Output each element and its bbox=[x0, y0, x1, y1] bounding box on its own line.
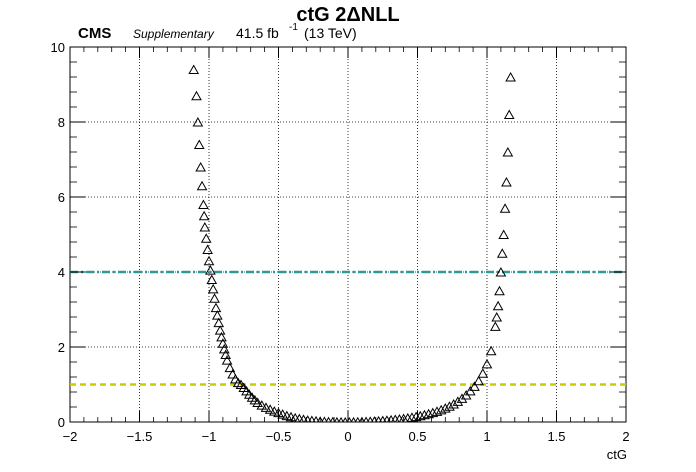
data-point bbox=[473, 375, 485, 386]
data-point bbox=[498, 229, 510, 239]
data-point bbox=[218, 343, 230, 354]
data-point bbox=[494, 285, 505, 296]
data-point bbox=[199, 221, 211, 232]
data-point bbox=[439, 403, 451, 413]
y-tick-label: 10 bbox=[51, 40, 65, 55]
grid bbox=[70, 47, 626, 422]
data-point bbox=[505, 71, 516, 82]
data-point bbox=[491, 311, 503, 322]
supplementary-label: Supplementary bbox=[133, 27, 215, 41]
data-point bbox=[192, 116, 204, 127]
data-point bbox=[200, 233, 212, 243]
data-point bbox=[410, 411, 422, 422]
data-point bbox=[256, 400, 268, 410]
data-point bbox=[209, 293, 220, 303]
y-tick-label: 2 bbox=[58, 340, 65, 355]
data-point bbox=[489, 321, 501, 331]
data-point bbox=[202, 244, 213, 254]
x-tick-label: 2 bbox=[622, 429, 629, 444]
data-point bbox=[444, 401, 455, 411]
data-point bbox=[252, 397, 264, 407]
y-tick-label: 4 bbox=[58, 265, 65, 280]
luminosity-label: 41.5 fb bbox=[236, 25, 279, 41]
y-tick-label: 0 bbox=[58, 415, 65, 430]
x-tick-label: −0.5 bbox=[266, 429, 292, 444]
data-point bbox=[193, 139, 205, 149]
data-point bbox=[206, 274, 218, 284]
x-tick-label: 0 bbox=[344, 429, 351, 444]
data-point bbox=[456, 393, 468, 403]
x-tick-label: 1.5 bbox=[547, 429, 565, 444]
data-point bbox=[198, 210, 210, 221]
data-point bbox=[191, 90, 202, 101]
data-point bbox=[213, 317, 225, 328]
data-point bbox=[214, 325, 226, 335]
y-tick-label: 6 bbox=[58, 190, 65, 205]
chart-title: ctG 2ΔNLL bbox=[296, 4, 399, 26]
data-point bbox=[264, 404, 276, 414]
x-tick-label: 0.5 bbox=[408, 429, 426, 444]
data-point bbox=[495, 266, 507, 277]
data-point bbox=[224, 362, 236, 373]
data-point bbox=[207, 283, 219, 294]
data-point bbox=[496, 248, 508, 258]
data-point bbox=[501, 176, 512, 187]
reference-lines bbox=[70, 270, 626, 386]
data-point bbox=[260, 402, 272, 412]
data-point bbox=[211, 310, 223, 320]
data-point bbox=[435, 404, 447, 415]
data-points bbox=[188, 32, 517, 422]
tick-labels: −2 −1.5 −1 −0.5 0 0.5 1 1.5 2 0 2 4 6 8 10 bbox=[51, 40, 630, 444]
data-point bbox=[419, 409, 430, 420]
data-point bbox=[427, 407, 439, 418]
data-point bbox=[485, 345, 497, 356]
data-point bbox=[423, 408, 434, 419]
data-point bbox=[210, 302, 222, 313]
energy-label: (13 TeV) bbox=[304, 25, 357, 41]
data-point bbox=[492, 300, 504, 311]
data-point bbox=[448, 398, 459, 409]
x-axis-label: ctG bbox=[607, 447, 627, 462]
data-point bbox=[220, 349, 232, 359]
data-point bbox=[469, 381, 480, 391]
axis-ticks bbox=[69, 46, 627, 423]
data-point bbox=[477, 368, 489, 378]
data-point bbox=[481, 358, 493, 369]
x-tick-label: −2 bbox=[63, 429, 78, 444]
data-point bbox=[195, 161, 207, 172]
data-point bbox=[402, 412, 413, 422]
luminosity-exponent: -1 bbox=[289, 22, 298, 33]
data-point bbox=[452, 396, 464, 406]
data-point bbox=[232, 377, 244, 388]
x-tick-label: −1 bbox=[202, 429, 217, 444]
data-point bbox=[414, 410, 426, 421]
data-point bbox=[198, 199, 209, 209]
data-point bbox=[203, 255, 215, 266]
data-point bbox=[188, 64, 200, 74]
data-point bbox=[196, 180, 208, 191]
data-point bbox=[391, 414, 400, 422]
data-point bbox=[221, 355, 233, 365]
data-point bbox=[406, 412, 418, 422]
x-tick-label: −1.5 bbox=[127, 429, 153, 444]
data-point bbox=[431, 406, 443, 416]
data-point bbox=[394, 413, 404, 422]
experiment-label: CMS bbox=[78, 25, 111, 42]
data-point bbox=[508, 32, 517, 40]
x-tick-label: 1 bbox=[483, 429, 490, 444]
data-point bbox=[502, 146, 514, 157]
y-tick-label: 8 bbox=[58, 115, 65, 130]
data-point bbox=[398, 413, 409, 422]
data-point bbox=[205, 265, 216, 275]
data-point bbox=[499, 203, 511, 213]
data-point bbox=[227, 368, 238, 379]
data-point bbox=[503, 109, 515, 119]
